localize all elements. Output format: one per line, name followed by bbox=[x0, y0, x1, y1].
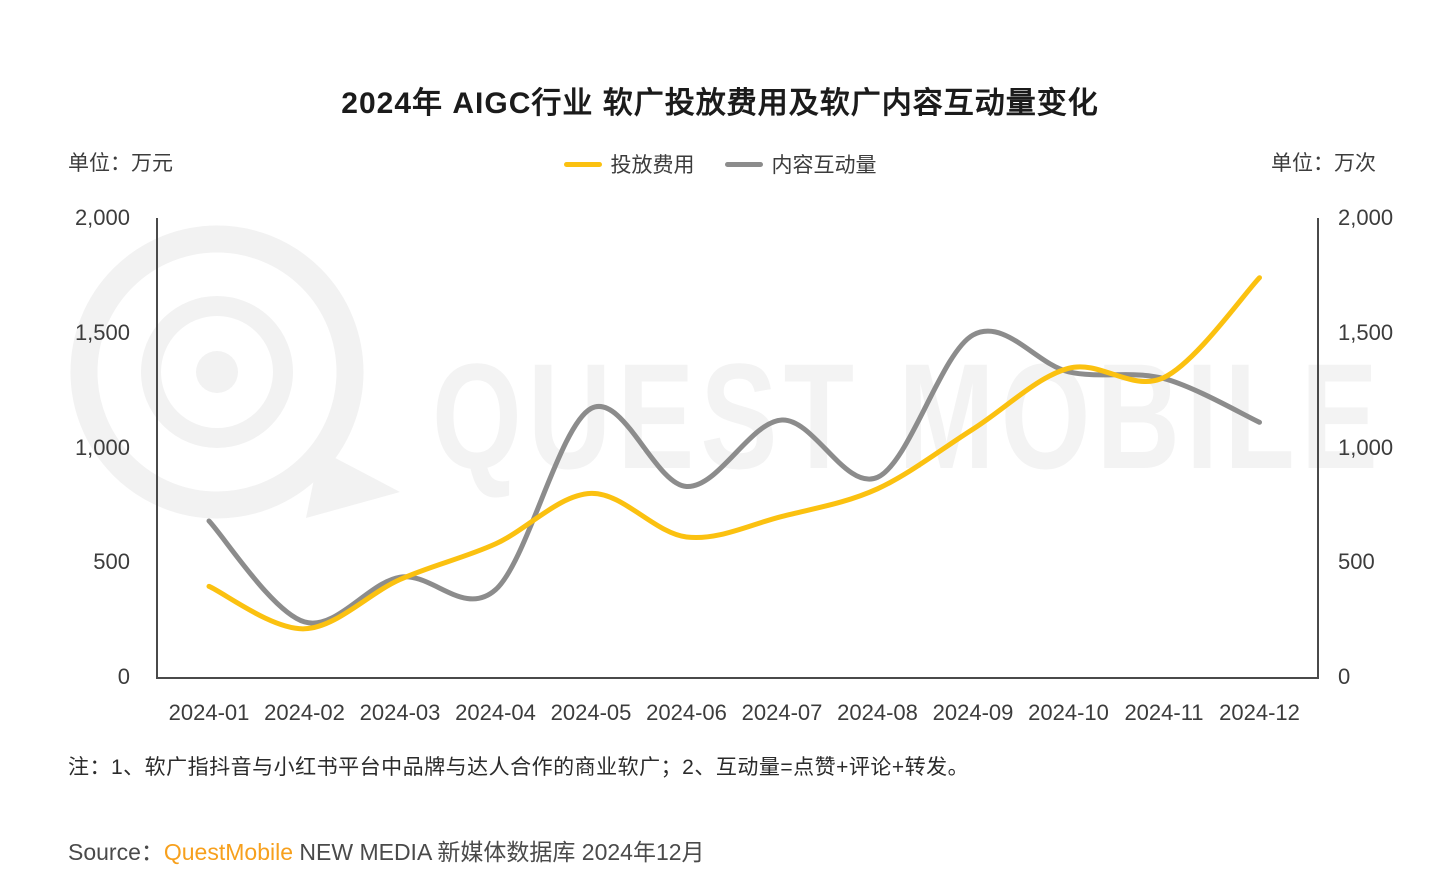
x-label-2024-04: 2024-04 bbox=[455, 700, 536, 725]
watermark-bubble-tail bbox=[306, 450, 400, 518]
x-label-2024-09: 2024-09 bbox=[932, 700, 1014, 725]
right-tick-1000: 1,000 bbox=[1338, 434, 1394, 460]
source-suffix: NEW MEDIA 新媒体数据库 2024年12月 bbox=[293, 839, 705, 865]
x-label-2024-03: 2024-03 bbox=[359, 700, 441, 725]
legend-swatch-1 bbox=[724, 161, 763, 167]
right-axis-unit: 单位：万次 bbox=[1271, 152, 1376, 175]
right-tick-500: 500 bbox=[1338, 549, 1375, 575]
x-label-2024-12: 2024-12 bbox=[1219, 700, 1300, 725]
legend-item-1: 内容互动量 bbox=[724, 149, 877, 179]
watermark-inner-ring bbox=[141, 296, 293, 448]
source-line: Source：QuestMobile NEW MEDIA 新媒体数据库 2024… bbox=[68, 833, 705, 867]
x-label-2024-07: 2024-07 bbox=[741, 700, 823, 725]
source-prefix: Source： bbox=[68, 839, 164, 865]
left-tick-2000: 2,000 bbox=[74, 205, 130, 230]
source-brand: QuestMobile bbox=[163, 839, 293, 865]
legend: 投放费用 内容互动量 bbox=[0, 149, 1440, 179]
right-tick-1500: 1,500 bbox=[1338, 319, 1394, 345]
legend-label-1: 内容互动量 bbox=[771, 154, 877, 177]
series-line-0-投放费用 bbox=[206, 275, 1262, 632]
left-axis-unit: 单位：万元 bbox=[68, 152, 173, 175]
footnote: 注：1、软广指抖音与小红书平台中品牌与达人合作的商业软广；2、互动量=点赞+评论… bbox=[68, 756, 970, 779]
x-label-2024-10: 2024-10 bbox=[1028, 700, 1109, 725]
left-tick-0: 0 bbox=[117, 664, 130, 689]
legend-label-0: 投放费用 bbox=[610, 154, 695, 177]
x-label-2024-11: 2024-11 bbox=[1124, 700, 1204, 725]
watermark-outer-ring bbox=[70, 225, 364, 519]
chart-axes bbox=[156, 218, 1319, 679]
left-tick-500: 500 bbox=[93, 549, 130, 575]
x-label-2024-02: 2024-02 bbox=[264, 700, 345, 725]
legend-swatch-0 bbox=[563, 161, 602, 167]
x-label-2024-06: 2024-06 bbox=[646, 700, 727, 725]
left-tick-1500: 1,500 bbox=[74, 319, 130, 345]
page-title: 2024年 AIGC行业 软广投放费用及软广内容互动量变化 bbox=[341, 87, 1099, 120]
right-tick-2000: 2,000 bbox=[1338, 205, 1394, 230]
right-tick-0: 0 bbox=[1338, 664, 1351, 689]
x-label-2024-05: 2024-05 bbox=[550, 700, 632, 725]
legend-item-0: 投放费用 bbox=[563, 149, 695, 179]
questmobile-watermark: QUEST MOBILE bbox=[70, 225, 1376, 519]
x-label-2024-01: 2024-01 bbox=[168, 700, 250, 725]
x-label-2024-08: 2024-08 bbox=[837, 700, 918, 725]
left-tick-1000: 1,000 bbox=[74, 434, 130, 460]
watermark-center-dot bbox=[196, 351, 238, 393]
